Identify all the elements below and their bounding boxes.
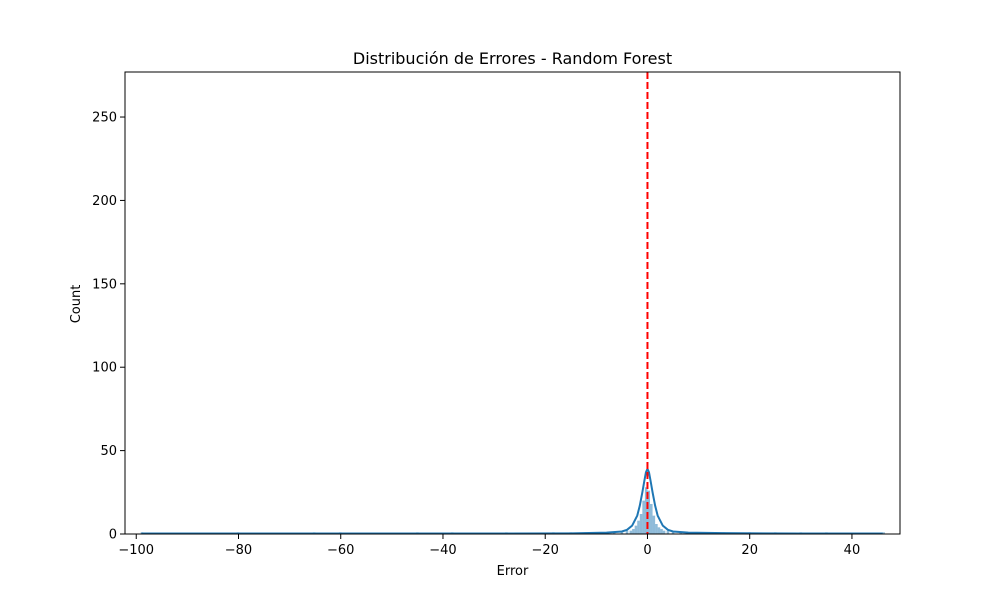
y-tick-label: 100 xyxy=(92,361,117,376)
histogram-bar xyxy=(647,490,651,534)
chart-title: Distribución de Errores - Random Forest xyxy=(353,49,672,68)
histogram-bar xyxy=(632,528,635,534)
histogram-bar xyxy=(657,527,661,534)
histogram-bars xyxy=(140,487,885,534)
kde-line xyxy=(141,466,883,535)
x-tick-label: 20 xyxy=(741,543,758,558)
histogram-bar xyxy=(671,532,675,534)
x-axis-label: Error xyxy=(497,564,529,579)
y-tick-label: 250 xyxy=(92,111,117,126)
x-tick-label: −80 xyxy=(225,543,252,558)
histogram-bar xyxy=(612,532,616,534)
histogram-bar xyxy=(637,520,640,534)
histogram-bar xyxy=(882,532,885,534)
histogram-bar xyxy=(679,532,682,534)
x-tick-label: 0 xyxy=(643,543,651,558)
histogram-bar xyxy=(625,530,629,534)
y-axis-label: Count xyxy=(69,285,84,324)
x-tick-label: −60 xyxy=(327,543,354,558)
plot-frame xyxy=(124,71,901,535)
histogram-bar xyxy=(639,513,643,534)
y-tick-label: 150 xyxy=(92,277,117,292)
histogram-bar xyxy=(655,523,658,534)
histogram-bar xyxy=(629,530,633,534)
histogram-bar xyxy=(650,503,653,534)
x-tick-label: −100 xyxy=(118,543,154,558)
histogram-bar xyxy=(644,487,648,534)
x-tick-label: −40 xyxy=(429,543,456,558)
x-tick-label: 40 xyxy=(844,543,861,558)
histogram-bar xyxy=(666,530,670,534)
y-tick-label: 0 xyxy=(109,528,117,543)
histogram-bar xyxy=(662,530,666,534)
y-tick-label: 200 xyxy=(92,194,117,209)
histogram-bar xyxy=(620,532,624,534)
histogram-bar xyxy=(660,528,663,534)
y-tick-label: 50 xyxy=(100,444,117,459)
histogram-bar xyxy=(642,500,645,534)
x-tick-label: −20 xyxy=(531,543,558,558)
y-axis-ticks: 0 50 100 150 200 250 xyxy=(92,111,125,543)
histogram-bar xyxy=(634,525,638,534)
histogram-bar xyxy=(652,515,656,534)
x-axis-ticks: −100 −80 −60 −40 −20 0 20 40 xyxy=(118,534,860,558)
